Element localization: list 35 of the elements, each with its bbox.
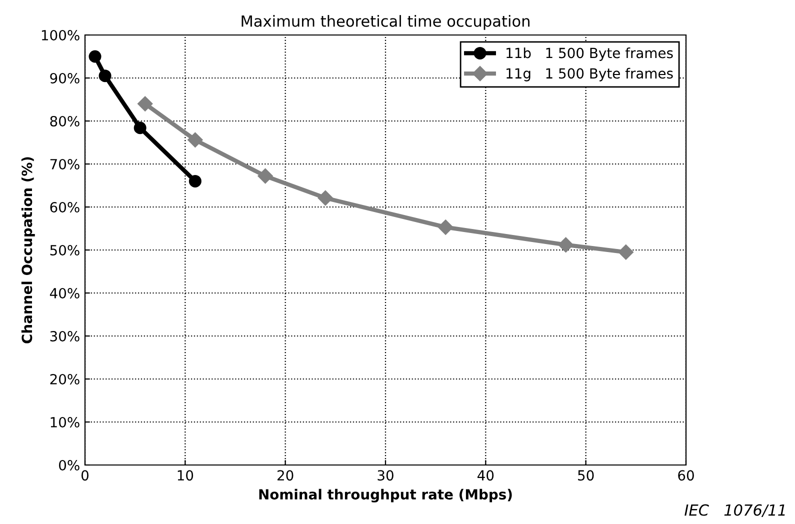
y-tick-label: 100% xyxy=(42,30,80,40)
y-axis-title: Channel Occupation (%) xyxy=(21,157,35,344)
text: IEC 1076/11 xyxy=(684,504,785,517)
chart-title: Maximum theoretical time occupation xyxy=(242,15,530,30)
y-tick-label: 70% xyxy=(50,158,80,170)
legend-label: 11g 1 500 Byte frames xyxy=(506,68,673,82)
x-tick-label: 30 xyxy=(378,470,394,481)
y-tick-label: 50% xyxy=(50,244,80,256)
point xyxy=(438,220,454,235)
y-tick-label: 90% xyxy=(50,72,80,84)
point xyxy=(88,50,102,63)
point xyxy=(318,190,333,206)
x-axis-title: Nominal throughput rate (Mbps) xyxy=(259,488,512,502)
x-tick-label: 10 xyxy=(178,470,194,481)
point xyxy=(134,122,146,134)
y-tick-label: 80% xyxy=(50,116,80,126)
y-tick-label: 20% xyxy=(50,374,80,384)
point xyxy=(138,96,153,112)
point xyxy=(258,168,273,184)
y-tick-label: 10% xyxy=(50,416,80,428)
x-tick-label: 40 xyxy=(478,470,494,481)
x-tick-label: 20 xyxy=(278,470,294,481)
point xyxy=(188,132,203,148)
x-tick-label: 50 xyxy=(578,470,594,481)
point xyxy=(98,70,112,82)
point xyxy=(188,174,202,188)
x-tick-label: 0 xyxy=(81,470,88,481)
x-tick-label: 60 xyxy=(678,470,694,481)
y-tick-label: 30% xyxy=(50,330,80,342)
y-tick-label: 0% xyxy=(59,460,80,470)
y-tick-label: 60% xyxy=(50,202,80,212)
point xyxy=(618,244,634,260)
y-tick-label: 40% xyxy=(50,288,80,298)
legend-label: 11b 1 500 Byte frames xyxy=(506,48,673,61)
point xyxy=(558,237,574,252)
